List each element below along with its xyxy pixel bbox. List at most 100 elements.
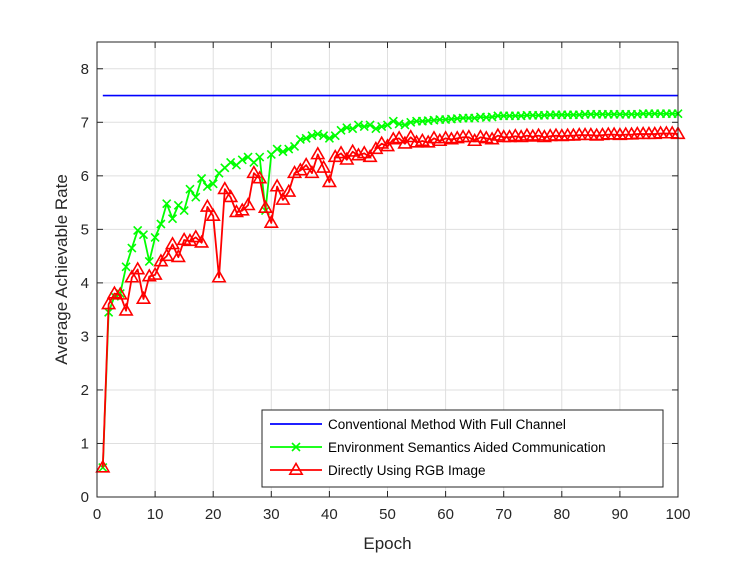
x-marker bbox=[336, 125, 346, 135]
x-tick-label: 30 bbox=[263, 506, 280, 523]
x-marker bbox=[272, 144, 282, 154]
x-marker bbox=[115, 289, 125, 299]
triangle-marker bbox=[316, 159, 332, 173]
x-marker bbox=[121, 262, 131, 272]
x-tick-label: 100 bbox=[665, 506, 690, 523]
x-tick-label: 40 bbox=[321, 506, 338, 523]
triangle-marker bbox=[288, 461, 304, 476]
x-marker bbox=[156, 219, 166, 229]
x-marker bbox=[237, 155, 247, 165]
x-marker bbox=[208, 179, 218, 189]
x-marker bbox=[255, 152, 265, 162]
triangle-marker bbox=[257, 199, 274, 213]
y-tick-label: 1 bbox=[81, 435, 89, 452]
x-marker bbox=[226, 157, 236, 168]
x-tick-label: 50 bbox=[379, 506, 396, 523]
y-axis-label: Average Achievable Rate bbox=[52, 174, 71, 365]
triangle-marker bbox=[217, 181, 233, 195]
x-tick-label: 80 bbox=[553, 506, 570, 523]
x-tick-label: 20 bbox=[205, 506, 222, 523]
legend-label: Environment Semantics Aided Communicatio… bbox=[328, 440, 606, 455]
triangle-marker bbox=[321, 174, 337, 188]
y-tick-label: 6 bbox=[81, 168, 89, 185]
x-marker bbox=[138, 230, 149, 240]
triangle-marker bbox=[188, 229, 204, 243]
series-2 bbox=[95, 125, 686, 473]
x-marker bbox=[144, 256, 154, 267]
x-marker bbox=[388, 116, 398, 126]
x-tick-label: 90 bbox=[612, 506, 629, 523]
x-tick-label: 60 bbox=[437, 506, 454, 523]
x-marker bbox=[291, 442, 301, 452]
y-tick-label: 8 bbox=[81, 61, 89, 78]
triangle-marker bbox=[228, 204, 244, 218]
triangle-marker bbox=[408, 134, 425, 148]
triangle-marker bbox=[118, 302, 134, 316]
triangle-marker bbox=[286, 165, 303, 179]
triangle-marker bbox=[327, 148, 343, 163]
x-tick-label: 0 bbox=[93, 506, 101, 523]
triangle-marker bbox=[310, 146, 326, 160]
series-1 bbox=[98, 109, 683, 473]
x-marker bbox=[197, 173, 207, 184]
triangle-marker bbox=[182, 233, 198, 247]
triangle-marker bbox=[443, 131, 459, 145]
x-marker bbox=[400, 120, 410, 130]
triangle-marker bbox=[420, 134, 436, 148]
triangle-marker bbox=[298, 157, 314, 171]
axis-ticks: 0 10 20 30 40 50 60 70 80 90 100 0 1 2 3 4 5 6 7 8 bbox=[81, 42, 691, 523]
triangle-marker bbox=[164, 236, 181, 250]
triangle-marker bbox=[223, 189, 239, 203]
triangle-marker bbox=[345, 143, 361, 157]
triangle-marker bbox=[426, 130, 442, 144]
legend: Conventional Method With Full Channel Env… bbox=[261, 409, 664, 488]
triangle-marker bbox=[374, 135, 390, 149]
triangle-marker bbox=[513, 129, 529, 143]
triangle-marker bbox=[194, 234, 210, 248]
triangle-marker bbox=[304, 165, 320, 179]
triangle-marker bbox=[240, 197, 256, 211]
legend-entry: Conventional Method With Full Channel bbox=[270, 417, 566, 432]
triangle-marker bbox=[101, 296, 117, 310]
triangle-marker bbox=[147, 266, 163, 280]
triangle-marker bbox=[199, 198, 215, 212]
triangle-marker bbox=[130, 261, 146, 275]
triangle-marker bbox=[269, 178, 285, 192]
x-marker bbox=[150, 232, 160, 242]
x-marker bbox=[127, 243, 137, 253]
triangle-marker bbox=[449, 130, 465, 144]
y-tick-label: 4 bbox=[81, 275, 89, 292]
x-tick-label: 10 bbox=[147, 506, 164, 523]
x-marker bbox=[382, 120, 393, 130]
triangle-marker bbox=[525, 128, 541, 142]
x-marker bbox=[133, 225, 143, 235]
triangle-marker bbox=[275, 191, 291, 205]
triangle-marker bbox=[246, 165, 262, 179]
x-marker bbox=[185, 184, 195, 194]
triangle-marker bbox=[356, 145, 372, 159]
x-axis-label: Epoch bbox=[363, 534, 411, 553]
legend-entry: Environment Semantics Aided Communicatio… bbox=[270, 440, 606, 455]
triangle-marker bbox=[333, 145, 349, 159]
x-marker bbox=[348, 124, 358, 134]
legend-entry: Directly Using RGB Image bbox=[270, 461, 486, 478]
triangle-marker bbox=[339, 151, 355, 165]
x-marker bbox=[301, 133, 311, 143]
y-tick-label: 2 bbox=[81, 382, 89, 399]
legend-label: Directly Using RGB Image bbox=[328, 463, 486, 478]
x-tick-label: 70 bbox=[495, 506, 512, 523]
x-marker bbox=[202, 181, 212, 192]
legend-label: Conventional Method With Full Channel bbox=[328, 417, 566, 432]
x-marker bbox=[371, 124, 381, 134]
x-marker bbox=[278, 147, 288, 157]
triangle-marker bbox=[281, 183, 297, 197]
x-marker bbox=[191, 192, 201, 202]
triangle-marker bbox=[461, 129, 477, 143]
triangle-marker bbox=[379, 138, 396, 152]
triangle-marker bbox=[211, 269, 227, 283]
legend-box bbox=[261, 409, 664, 488]
triangle-marker bbox=[170, 249, 186, 263]
triangle-marker bbox=[403, 129, 419, 143]
y-tick-label: 5 bbox=[81, 221, 89, 238]
